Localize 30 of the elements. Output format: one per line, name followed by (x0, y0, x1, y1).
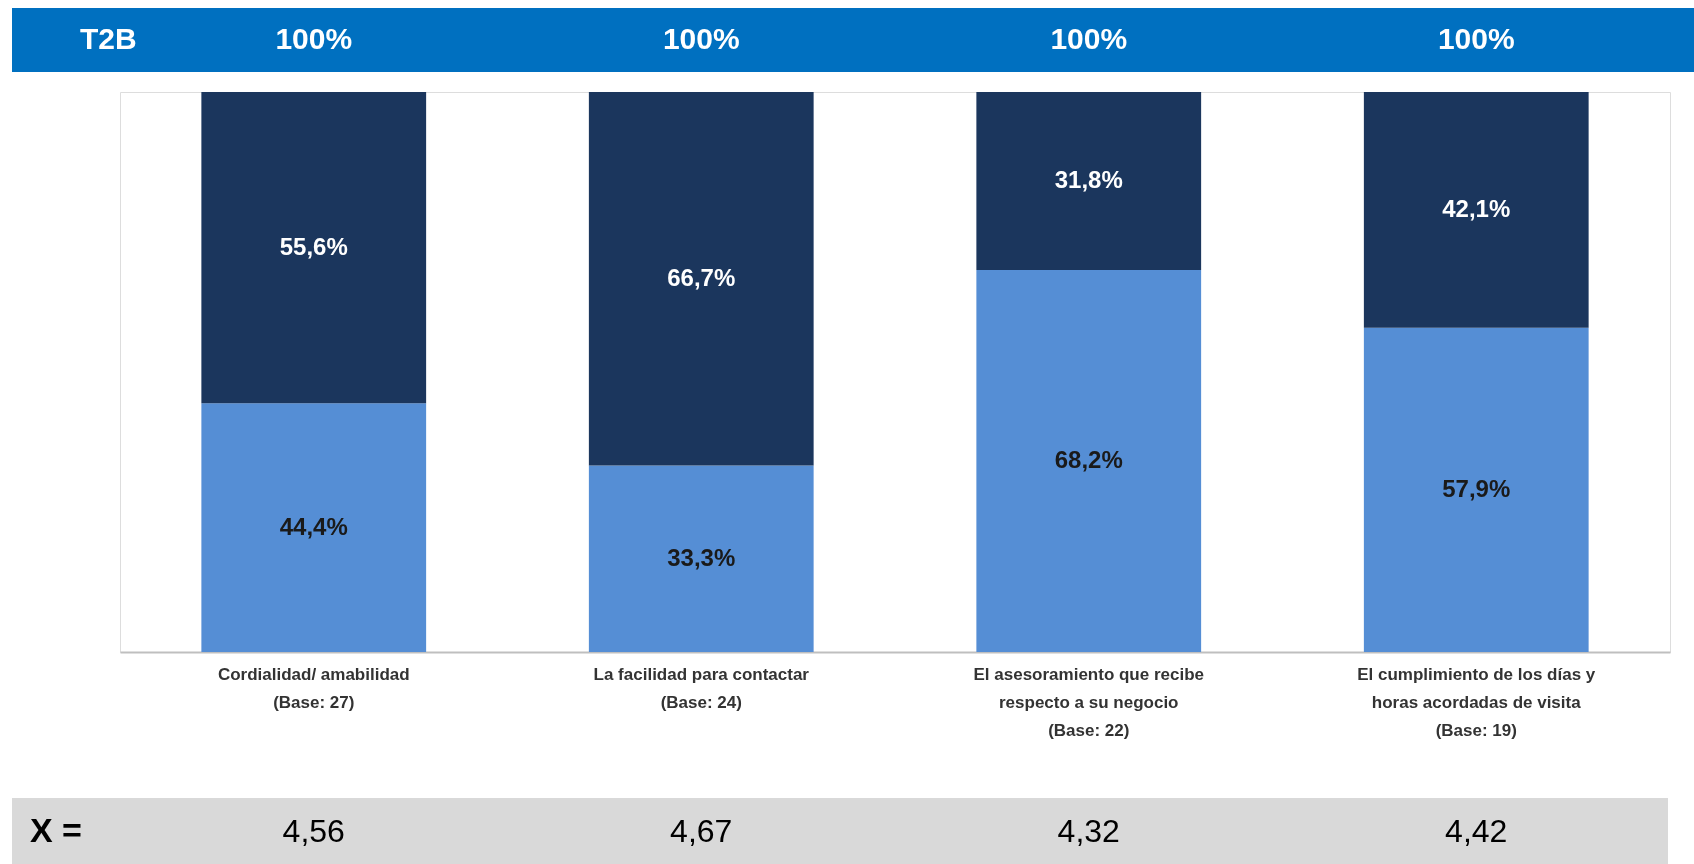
data-label: 33,3% (667, 543, 736, 571)
text: 4,56 (282, 813, 345, 849)
text: 4,42 (1445, 813, 1508, 849)
bar (1363, 327, 1589, 652)
bar (588, 92, 814, 466)
data-label: 42,1% (1442, 194, 1511, 222)
data-label: 66,7% (667, 263, 736, 291)
x-tick-label: Cordialidad/ amabilidad (Base: 27) (217, 664, 410, 712)
text: T2B (80, 22, 137, 55)
bar (201, 403, 427, 652)
bar (201, 92, 427, 404)
data-label: 31,8% (1054, 166, 1123, 194)
data-label: 44,4% (279, 512, 348, 540)
data-label: 57,9% (1442, 474, 1511, 502)
total-label: 100% (662, 22, 740, 55)
total-label: 100% (275, 22, 353, 55)
bar (588, 465, 814, 652)
x-tick-label: El asesoramiento que recibe respecto a su negocio (Base: 22) (973, 664, 1205, 740)
total-label: 100% (1050, 22, 1128, 55)
x-tick-label: El cumplimiento de los días y horas acordadas de visita (Base: 19) (1357, 664, 1596, 740)
data-label: 68,2% (1054, 446, 1123, 474)
total-label: 100% (1437, 22, 1515, 55)
bar (1363, 92, 1589, 328)
text: 4,32 (1057, 813, 1120, 849)
text: 4,67 (670, 813, 733, 849)
text: X = (30, 811, 82, 849)
bar (976, 270, 1202, 652)
data-label: 55,6% (279, 232, 348, 260)
bar (976, 92, 1202, 271)
x-tick-label: La facilidad para contactar (Base: 24) (593, 664, 810, 712)
